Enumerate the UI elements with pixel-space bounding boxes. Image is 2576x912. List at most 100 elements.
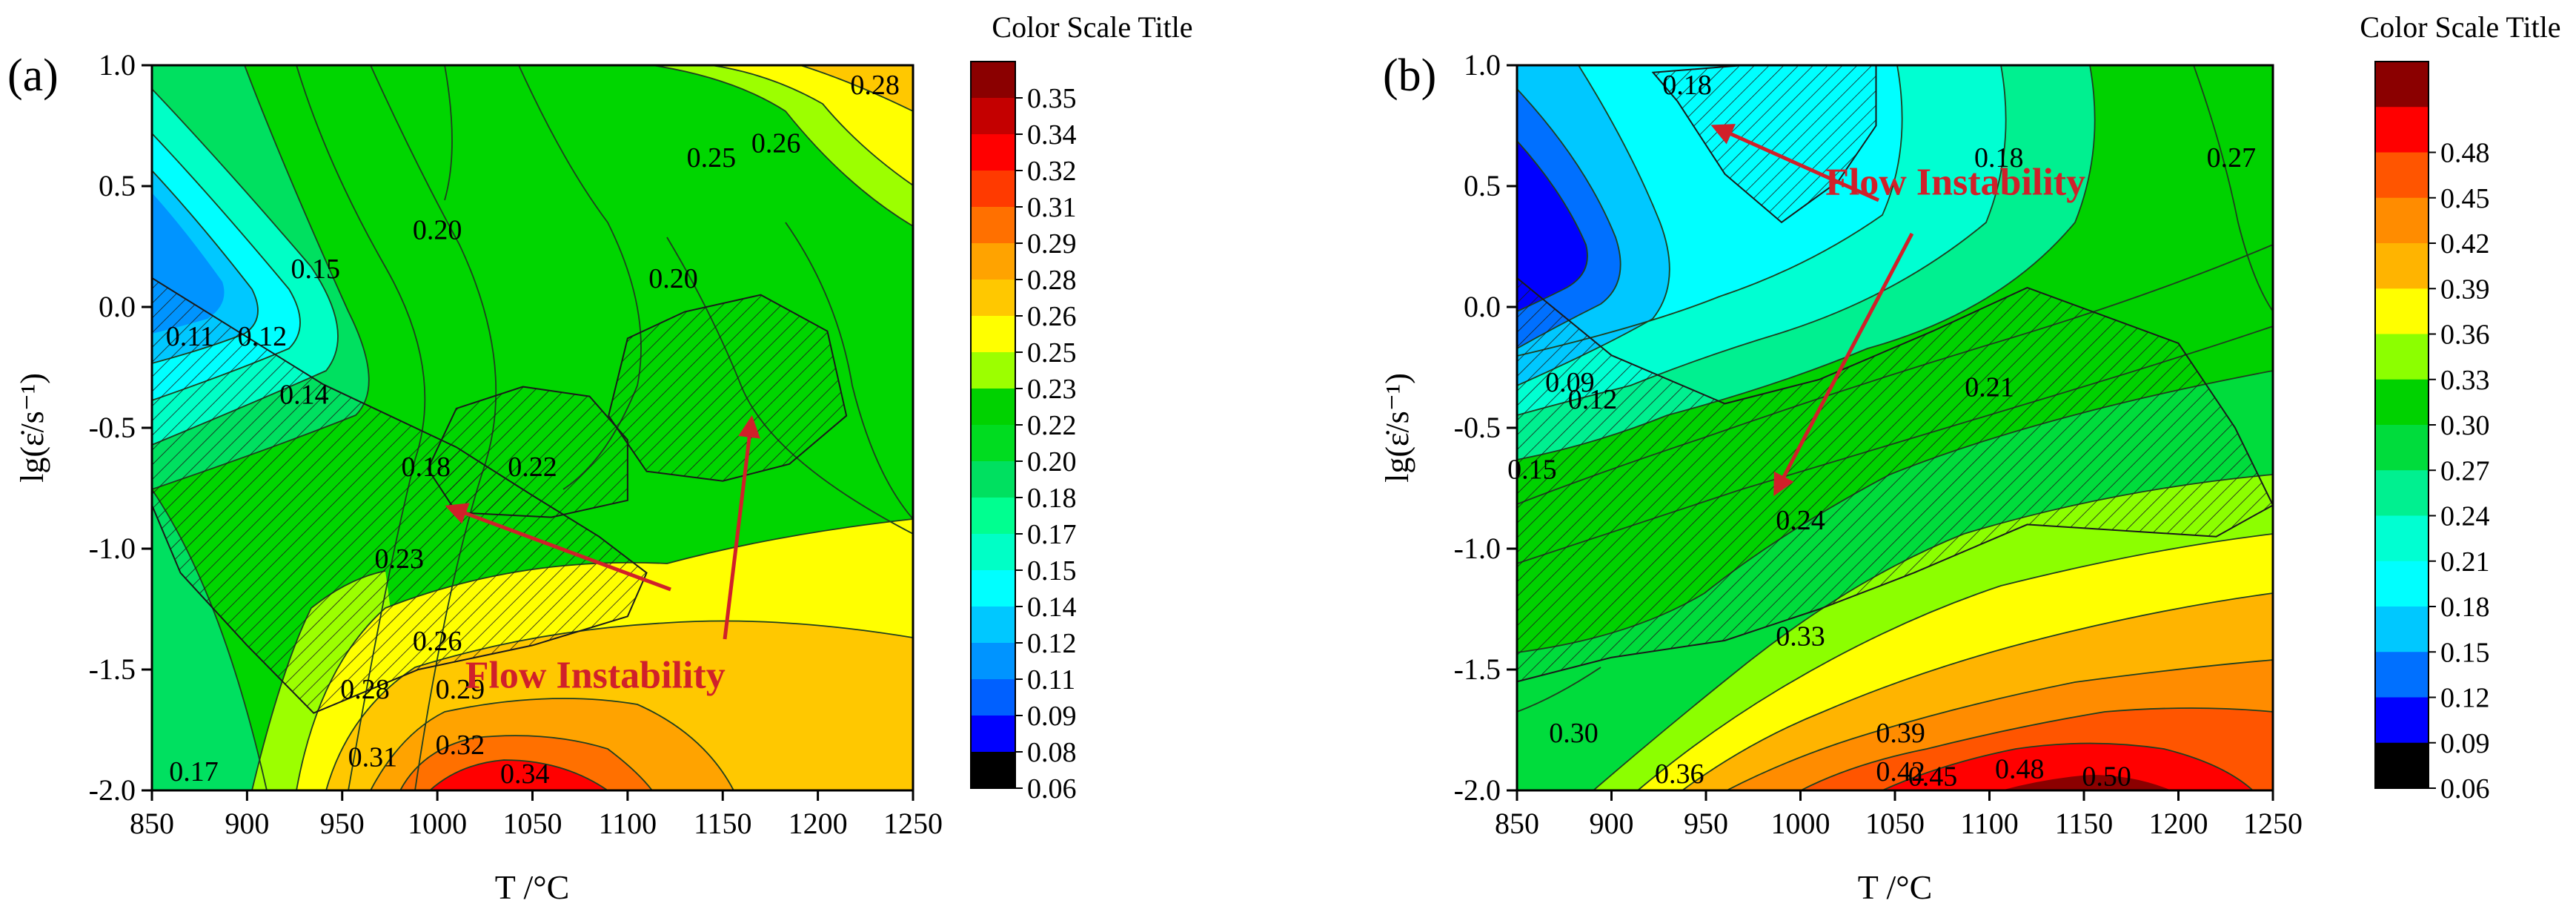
- panel-a-colorbar-swatch: [971, 207, 1015, 244]
- panel-b-colorbar-swatch: [2375, 425, 2429, 471]
- panel-b-colorbar-label: 0.12: [2440, 683, 2490, 714]
- panel-a-colorbar-label: 0.26: [1027, 301, 1077, 332]
- panel-a-x-tick-label: 850: [130, 807, 174, 840]
- panel-a-colorbar-label: 0.11: [1027, 664, 1075, 695]
- panel-b-x-tick-label: 1050: [1865, 807, 1925, 840]
- panel-a-colorbar-swatch: [971, 643, 1015, 680]
- panel-b-contour-label: 0.45: [1908, 761, 1958, 792]
- panel-a-contour-label: 0.11: [166, 321, 214, 352]
- panel-b-colorbar-label: 0.30: [2440, 410, 2490, 441]
- panel-a-contour-label: 0.22: [508, 452, 557, 483]
- panel-b-colorbar-label: 0.42: [2440, 228, 2490, 260]
- panel-b-arrow-1: [1710, 124, 1880, 202]
- panel-a-instability-regions: [152, 277, 848, 714]
- panel-a-contour-label: 0.26: [751, 128, 801, 159]
- panel-a-contour-label: 0.12: [238, 321, 288, 352]
- panel-b-colorbar-swatch: [2375, 62, 2429, 108]
- panel-a-colorbar-label: 0.15: [1027, 555, 1077, 586]
- panel-b-colorbar-swatch: [2375, 243, 2429, 289]
- panel-a-colorbar-swatch: [971, 679, 1015, 716]
- panel-a-colorbar-swatch: [971, 316, 1015, 353]
- panel-a-colorbar-swatch: [971, 243, 1015, 280]
- panel-b-y-tick-label: 1.0: [1464, 48, 1501, 82]
- panel-a-y-tick-label: 1.0: [99, 48, 136, 82]
- panel-a: (a): [7, 10, 1193, 906]
- panel-b-colorbar-swatch: [2375, 288, 2429, 335]
- panel-b-colorbar-swatch: [2375, 107, 2429, 153]
- panel-b-colorbar-label: 0.21: [2440, 546, 2490, 578]
- panel-b-colorbar-title: Color Scale Title: [2360, 10, 2560, 44]
- panel-a-x-tick-label: 1200: [789, 807, 848, 840]
- panel-b-annotation-arrows: [1710, 124, 1914, 497]
- panel-a-y-axis-title: lg(ε̇/s⁻¹): [14, 373, 50, 483]
- panel-b-x-tick-label: 900: [1590, 807, 1634, 840]
- panel-a-x-tick-label: 1150: [694, 807, 752, 840]
- panel-a-contour-label: 0.31: [348, 741, 398, 773]
- panel-a-colorbar-label: 0.34: [1027, 119, 1077, 151]
- panel-a-colorbar-label: 0.23: [1027, 374, 1077, 405]
- panel-a-y-tick-label: -1.5: [89, 652, 136, 686]
- panel-b-contour-label: 0.24: [1776, 505, 1825, 536]
- panel-b-colorbar-swatch: [2375, 652, 2429, 698]
- panel-b-y-axis-title: lg(ε̇/s⁻¹): [1379, 373, 1415, 483]
- panel-a-contour-label: 0.34: [500, 759, 550, 790]
- panel-a-contour-label: 0.14: [279, 379, 329, 410]
- panel-b-contour-label: 0.27: [2207, 142, 2257, 174]
- panel-a-contour-label: 0.28: [850, 70, 900, 101]
- panel-a-annotation-arrows: [445, 415, 760, 640]
- panel-b-contour-label: 0.18: [1974, 142, 2024, 174]
- panel-a-x-tick-label: 1000: [408, 807, 467, 840]
- panel-b-contour-label: 0.18: [1662, 70, 1712, 101]
- panel-a-instability-region-right: [608, 294, 848, 482]
- panel-b-colorbar-swatch: [2375, 607, 2429, 652]
- panel-a-colorbar-label: 0.31: [1027, 192, 1077, 223]
- panel-b-colorbar-label: 0.24: [2440, 501, 2490, 532]
- panel-a-x-axis-title: T /°C: [495, 868, 570, 906]
- panel-a-y-tick-label: -0.5: [89, 411, 136, 444]
- panel-a-contour-label: 0.29: [436, 674, 485, 705]
- panel-a-contour-label: 0.18: [401, 452, 451, 483]
- panel-b-x-axis-title: T /°C: [1858, 868, 1933, 906]
- panel-b-contour-label: 0.48: [1995, 754, 2045, 785]
- panel-b-x-tick-label: 950: [1684, 807, 1728, 840]
- panel-a-arrow-2: [723, 415, 760, 640]
- panel-b-colorbar-swatch: [2375, 561, 2429, 607]
- panel-a-y-tick-label: -1.0: [89, 532, 136, 565]
- panel-b: (b): [1379, 10, 2561, 906]
- panel-a-colorbar-swatch: [971, 98, 1015, 135]
- panel-b-annotation: Flow Instability: [1825, 161, 2085, 203]
- panel-b-x-tick-label: 1250: [2243, 807, 2303, 840]
- panel-b-colorbar-swatch: [2375, 742, 2429, 789]
- panel-a-contour-label: 0.25: [687, 142, 737, 174]
- panel-a-contour-label: 0.20: [648, 263, 698, 294]
- panel-a-annotation: Flow Instability: [465, 655, 726, 697]
- panel-a-contour-label: 0.17: [169, 756, 219, 787]
- panel-b-colorbar-label: 0.06: [2440, 773, 2490, 804]
- panel-b-colorbar-swatch: [2375, 379, 2429, 426]
- panel-a-colorbar-title: Color Scale Title: [992, 10, 1192, 44]
- panel-b-colorbar-swatch: [2375, 197, 2429, 244]
- panel-a-colorbar-swatch: [971, 134, 1015, 171]
- panel-b-colorbar-label: 0.27: [2440, 455, 2490, 486]
- panel-b-colorbar-swatch: [2375, 515, 2429, 562]
- panel-a-contour-label: 0.26: [413, 626, 462, 657]
- panel-b-y-tick-label: 0.0: [1464, 290, 1501, 323]
- panel-b-x-tick-label: 1150: [2055, 807, 2114, 840]
- panel-a-colorbar: 0.35 0.34 0.32 0.31 0.29 0.28 0.26 0.25 0.23 0.22…: [970, 61, 1077, 804]
- panel-b-contour-label: 0.21: [1965, 372, 2014, 403]
- panel-a-colorbar-label: 0.20: [1027, 446, 1077, 478]
- panel-a-colorbar-swatch: [971, 171, 1015, 208]
- panel-b-contour-label: 0.36: [1655, 759, 1704, 790]
- panel-a-colorbar-label: 0.32: [1027, 156, 1077, 187]
- panel-b-colorbar-label: 0.48: [2440, 138, 2490, 169]
- panel-b-colorbar-label: 0.33: [2440, 365, 2490, 396]
- panel-a-colorbar-label: 0.22: [1027, 410, 1077, 441]
- panel-b-colorbar-swatch: [2375, 697, 2429, 744]
- panel-b-x-tick-label: 1100: [1960, 807, 2019, 840]
- panel-a-y-tick-label: -2.0: [89, 773, 136, 807]
- panel-b-y-tick-label: 0.5: [1464, 169, 1501, 202]
- panel-a-colorbar-swatch: [971, 607, 1015, 644]
- panel-a-colorbar-swatch: [971, 534, 1015, 571]
- panel-b-y-tick-label: -0.5: [1454, 411, 1501, 444]
- panel-a-contour-label: 0.32: [436, 730, 485, 761]
